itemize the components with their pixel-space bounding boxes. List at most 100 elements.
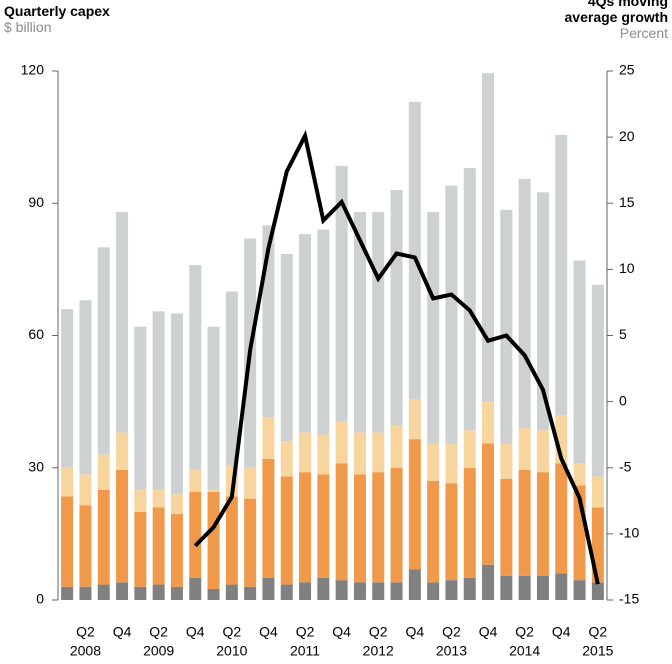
x-tick-label: Q2 xyxy=(296,624,315,640)
x-year-label: 2010 xyxy=(216,643,247,659)
y2-tick-label: -10 xyxy=(619,525,639,541)
bar-segment xyxy=(262,417,275,459)
x-year-label: 2015 xyxy=(582,643,613,659)
bar-segment xyxy=(536,192,549,431)
bar-segment xyxy=(372,212,385,433)
bar-segment xyxy=(518,428,531,470)
bar-segment xyxy=(353,212,366,433)
bar-segment xyxy=(299,432,312,473)
x-tick-label: Q2 xyxy=(76,624,95,640)
bar-segment xyxy=(463,167,476,431)
y-tick-label: 30 xyxy=(28,458,44,474)
bar-segment xyxy=(280,476,293,585)
y-tick-label: 120 xyxy=(21,62,45,78)
x-tick-label: Q4 xyxy=(186,624,205,640)
x-year-label: 2012 xyxy=(363,643,394,659)
x-tick-label: Q4 xyxy=(406,624,425,640)
bar-segment xyxy=(390,467,403,583)
bar-segment xyxy=(170,313,183,495)
x-tick-label: Q4 xyxy=(479,624,498,640)
bar-segment xyxy=(353,474,366,583)
bar-segment xyxy=(97,247,110,455)
bar-segment xyxy=(555,573,568,600)
bar-segment xyxy=(518,469,531,576)
bar-segment xyxy=(79,474,92,506)
bar-segment xyxy=(408,569,421,600)
bar-segment xyxy=(591,582,604,600)
bar-segment xyxy=(573,463,586,486)
y-axis-label: $ billion xyxy=(4,19,52,35)
bar-segment xyxy=(573,580,586,600)
bar-segment xyxy=(299,472,312,583)
bar-segment xyxy=(408,101,421,400)
y2-tick-label: 20 xyxy=(619,128,635,144)
bar-segment xyxy=(390,582,403,600)
bar-segment xyxy=(225,584,238,600)
bar-segment xyxy=(152,507,165,585)
x-tick-label: Q4 xyxy=(332,624,351,640)
x-year-label: 2014 xyxy=(509,643,540,659)
x-year-label: 2013 xyxy=(436,643,467,659)
bar-segment xyxy=(500,478,513,576)
bar-segment xyxy=(116,582,129,600)
bar-segment xyxy=(116,469,129,583)
bar-segment xyxy=(116,212,129,433)
bar-segment xyxy=(61,586,74,600)
bar-segment xyxy=(152,311,165,490)
bar-segment xyxy=(536,575,549,600)
y2-tick-label: 10 xyxy=(619,260,635,276)
bar-segment xyxy=(372,432,385,473)
bar-segment xyxy=(244,467,257,499)
x-tick-label: Q4 xyxy=(552,624,571,640)
bar-segment xyxy=(335,463,348,581)
x-year-label: 2009 xyxy=(143,643,174,659)
x-tick-label: Q2 xyxy=(149,624,168,640)
bar-segment xyxy=(207,588,220,600)
bar-segment xyxy=(463,430,476,468)
bar-segment xyxy=(445,185,458,444)
x-tick-label: Q2 xyxy=(589,624,608,640)
bar-segment xyxy=(61,309,74,468)
bar-segment xyxy=(445,580,458,600)
bar-segment xyxy=(372,472,385,583)
bar-segment xyxy=(61,467,74,497)
bar-segment xyxy=(97,454,110,490)
bar-segment xyxy=(207,491,220,589)
bar-segment xyxy=(518,575,531,600)
bar-segment xyxy=(244,586,257,600)
bar-segment xyxy=(97,584,110,600)
bar-segment xyxy=(427,480,440,583)
y-tick-label: 60 xyxy=(28,326,44,342)
bar-segment xyxy=(152,489,165,508)
x-tick-label: Q2 xyxy=(515,624,534,640)
bar-segment xyxy=(79,300,92,475)
chart-title: Quarterly capex xyxy=(4,3,110,19)
y-tick-label: 90 xyxy=(28,194,44,210)
bar-segment xyxy=(207,326,220,490)
bar-segment xyxy=(482,73,495,402)
bar-segment xyxy=(390,425,403,468)
y2-axis-label: Percent xyxy=(619,25,668,41)
x-tick-label: Q2 xyxy=(369,624,388,640)
bar-segment xyxy=(500,443,513,479)
bar-segment xyxy=(134,326,147,490)
bar-segment xyxy=(427,582,440,600)
bar-segment xyxy=(207,489,220,492)
bar-segment xyxy=(353,432,366,475)
x-tick-label: Q2 xyxy=(223,624,242,640)
bar-segment xyxy=(189,264,202,470)
bar-segment xyxy=(299,234,312,433)
bar-segment xyxy=(390,190,403,426)
bar-segment xyxy=(170,494,183,515)
bar-segment xyxy=(97,489,110,585)
y-tick-label: 0 xyxy=(36,591,44,607)
bar-segment xyxy=(500,575,513,600)
bar-segment xyxy=(225,496,238,585)
bar-segment xyxy=(335,421,348,464)
bar-segment xyxy=(555,463,568,574)
bar-segment xyxy=(500,209,513,444)
bar-segment xyxy=(262,458,275,578)
bar-segment xyxy=(189,577,202,600)
bar-segment xyxy=(134,586,147,600)
x-tick-label: Q4 xyxy=(113,624,132,640)
